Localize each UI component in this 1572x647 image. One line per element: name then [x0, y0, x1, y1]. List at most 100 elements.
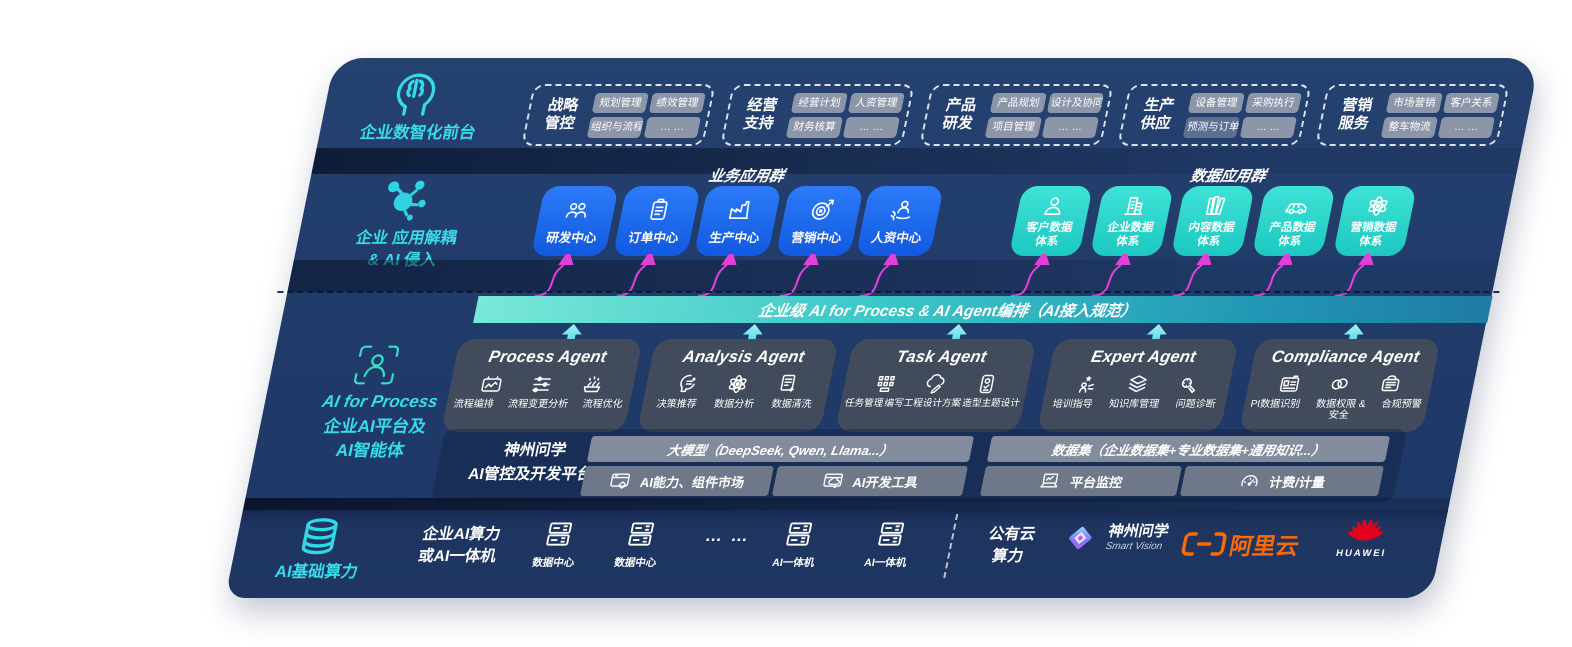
agent-item-label: 数据清洗: [770, 399, 813, 410]
chip: … …: [643, 117, 701, 138]
server-icon: [873, 518, 910, 550]
vendor-smartvision-text: 神州问学 Smart Vision: [1104, 523, 1170, 553]
agent-icons: [644, 372, 832, 396]
app-box-label: 订单中心: [627, 230, 680, 245]
laptop-monitor-icon: [1037, 470, 1063, 492]
server-icon: [623, 518, 660, 550]
agent-item-label: 任务管理: [843, 398, 885, 409]
agent-box-compliance: Compliance Agent PI数据识别 数据权限 & 安全 合规预警: [1238, 339, 1441, 432]
group-name-line: 战略: [546, 97, 581, 114]
agent-item-label: 问题诊断: [1174, 399, 1217, 410]
model-bar-text: 大模型（DeepSeek, Qwen, Llama...）: [666, 442, 895, 458]
node-label: AI一体机: [863, 557, 908, 569]
chip: 组织与流程: [586, 117, 644, 138]
agent-title: Analysis Agent: [681, 348, 807, 366]
atom-icon: [724, 372, 753, 396]
app-box-label: 生产中心: [708, 230, 761, 245]
chip: 财务核算: [785, 117, 843, 138]
data-box-line: 体系: [1114, 235, 1141, 248]
data-box-line: 体系: [1357, 235, 1384, 248]
app-box-label: 研发中心: [545, 230, 598, 245]
clipboard-icon: [644, 197, 675, 223]
vendor-aliyun: 阿里云: [1179, 527, 1303, 561]
group-name-line: 供应: [1138, 115, 1173, 132]
vendor-name: 阿里云: [1227, 533, 1302, 559]
agent-labels: 决策推荐 数据分析 数据清洗: [641, 396, 827, 410]
chip: 客户关系: [1442, 92, 1500, 113]
chip: 整车物流: [1380, 117, 1438, 138]
node-ai-appliance: AI一体机: [755, 518, 840, 570]
agent-item-label: 合规预警: [1380, 399, 1423, 410]
server-icon: [541, 518, 578, 550]
front-group-name: 营销 服务: [1328, 97, 1383, 133]
brain-head-icon: [380, 64, 447, 120]
dataset-bar: 数据集（企业数据集+专业数据集+通用知识...）: [986, 436, 1391, 462]
agent-icons: [1246, 372, 1434, 396]
agent-title: Expert Agent: [1089, 348, 1198, 366]
data-group-title: 数据应用群: [1188, 168, 1268, 185]
cell-platform-monitor: 平台监控: [979, 466, 1182, 496]
data-box-label: 产品数据 体系: [1265, 222, 1316, 248]
layer-front-label: 企业数智化前台: [358, 124, 478, 142]
alert-icon: [1376, 372, 1405, 396]
agent-item-label: 编写工程设计方案: [883, 398, 963, 409]
chip: … …: [1437, 117, 1495, 138]
chip: 经营计划: [790, 92, 848, 113]
window-gear-icon: [607, 470, 633, 492]
dataset-bar-text: 数据集（企业数据集+专业数据集+通用知识...）: [1050, 442, 1327, 458]
building-icon: [1119, 193, 1150, 219]
group-name-line: 产品: [944, 97, 979, 114]
group-name-line: 服务: [1336, 115, 1371, 132]
molecule-icon: [375, 176, 435, 226]
group-name-line: 经营: [745, 97, 780, 114]
chip: 项目管理: [984, 117, 1042, 138]
node-label: 数据中心: [531, 557, 576, 569]
chip: 采购执行: [1244, 92, 1302, 113]
node-ellipsis: … …: [703, 526, 753, 545]
platform-label-line: AI智能体: [334, 441, 407, 461]
agent-labels: PI数据识别 数据权限 & 安全 合规预警: [1241, 396, 1429, 421]
cell-ai-devtools: AI开发工具: [771, 466, 968, 496]
diamond-logo-icon: [1057, 519, 1103, 557]
chip-grid: 市场营销 客户关系 整车物流 … …: [1380, 92, 1500, 138]
group-name-line: 支持: [741, 115, 776, 132]
chip: 人资管理: [847, 92, 905, 113]
target-icon: [807, 197, 838, 223]
node-ai-appliance: AI一体机: [847, 518, 932, 570]
agent-title: Process Agent: [487, 348, 609, 366]
vendor-huawei: HUAWEI: [1321, 512, 1409, 559]
vendor-name: 神州问学: [1106, 523, 1171, 540]
agent-labels: 任务管理 编写工程设计方案 造型主题设计: [839, 396, 1025, 410]
chip-grid: 设备管理 采购执行 预测与订单 … …: [1182, 92, 1302, 138]
group-name-line: 管控: [542, 115, 577, 132]
cell-label: AI能力、组件市场: [638, 474, 746, 490]
front-group-product: 产品 研发 产品规划 设计及协同 项目管理 … …: [919, 84, 1114, 146]
data-box-line: 客户数据: [1025, 222, 1074, 235]
chip: 设计及协同: [1046, 92, 1104, 113]
window-cloud-icon: [820, 470, 846, 492]
cloud-line: 公有云: [987, 526, 1038, 543]
chip: 产品规划: [989, 92, 1047, 113]
vendor-subtitle: Smart Vision: [1104, 541, 1164, 552]
books-icon: [1200, 193, 1231, 219]
training-icon: [1073, 372, 1102, 396]
agent-item-label: 流程变更分析: [506, 399, 570, 410]
front-group-marketing: 营销 服务 市场营销 客户关系 整车物流 … …: [1315, 84, 1510, 146]
chip: 设备管理: [1187, 92, 1245, 113]
chip-grid: 规划管理 绩效管理 组织与流程 … …: [586, 92, 706, 138]
data-box-label: 客户数据 体系: [1022, 222, 1073, 248]
workflow-icon: [477, 372, 506, 396]
chip: 预测与订单: [1182, 117, 1240, 138]
cell-label: 计费/计量: [1267, 474, 1327, 490]
agent-box-analysis: Analysis Agent 决策推荐 数据分析 数据清洗: [636, 339, 839, 432]
agent-item-label: PI数据识别: [1249, 399, 1302, 410]
node-label: AI一体机: [771, 557, 816, 569]
agent-item-label: 培训指导: [1051, 399, 1094, 410]
apps-label-line: 企业 应用解耦: [354, 230, 459, 247]
change-analysis-icon: [528, 372, 557, 396]
atom-icon: [1362, 193, 1393, 219]
agent-icons: [842, 372, 1030, 396]
chip-grid: 经营计划 人资管理 财务核算 … …: [785, 92, 905, 138]
cloud-edit-icon: [922, 372, 951, 396]
